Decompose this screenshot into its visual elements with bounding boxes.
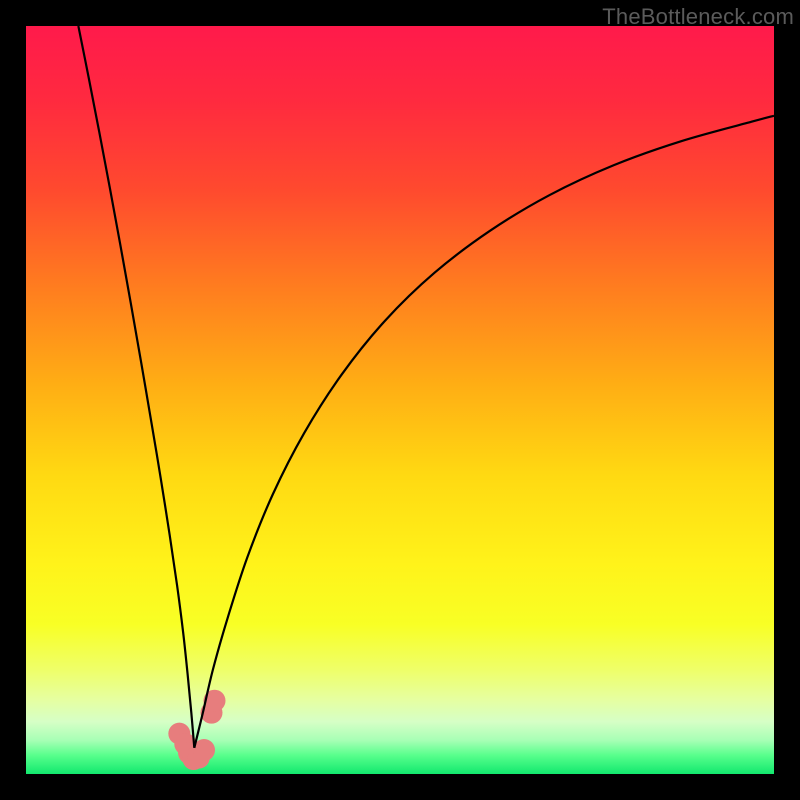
marker-cluster bbox=[168, 690, 225, 770]
plot-area bbox=[26, 26, 774, 774]
watermark-text: TheBottleneck.com bbox=[602, 4, 794, 30]
left-curve bbox=[78, 26, 194, 748]
bottleneck-curve-svg bbox=[26, 26, 774, 774]
right-curve bbox=[194, 116, 774, 748]
